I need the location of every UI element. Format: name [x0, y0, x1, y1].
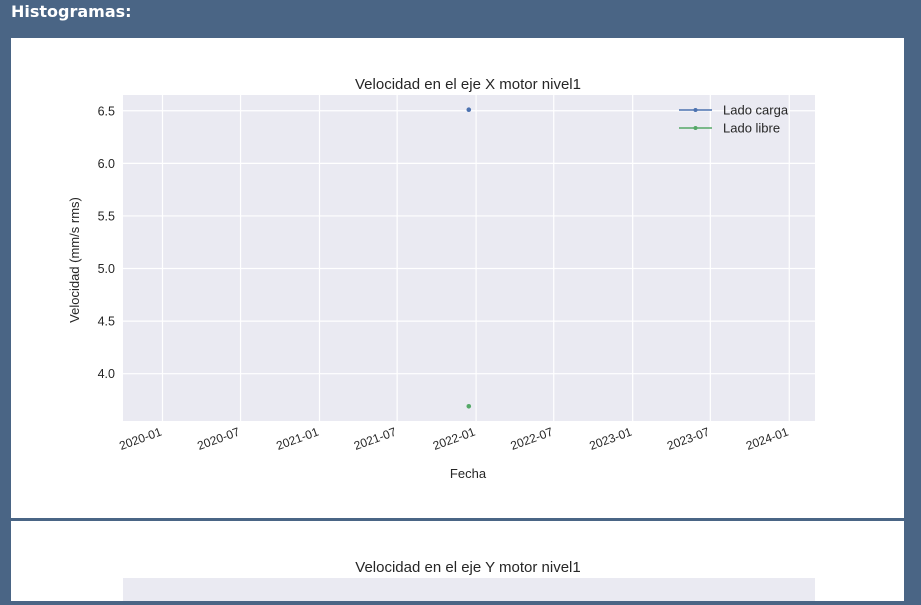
- x-tick-label: 2022-07: [509, 425, 555, 453]
- y-tick-label: 5.0: [98, 262, 115, 276]
- x-tick-label: 2020-01: [117, 425, 163, 453]
- x-tick-label: 2023-01: [588, 425, 634, 453]
- page-header: Histogramas:: [11, 2, 132, 21]
- y-tick-label: 4.0: [98, 367, 115, 381]
- chart-title: Velocidad en el eje X motor nivel1: [355, 76, 581, 93]
- legend-marker: [693, 108, 698, 112]
- chart-panel-x: Velocidad en el eje X motor nivel1 4.0 4.…: [11, 38, 904, 518]
- plot-area: [123, 95, 815, 421]
- x-tick-label: 2021-01: [274, 425, 320, 453]
- x-tick-label: 2024-01: [744, 425, 790, 453]
- legend-label: Lado carga: [723, 103, 789, 118]
- data-point: [466, 107, 472, 113]
- chart-x: Velocidad en el eje X motor nivel1 4.0 4.…: [67, 76, 815, 481]
- y-tick-label: 6.0: [98, 157, 115, 171]
- plot-area: [123, 578, 815, 605]
- legend: Lado carga Lado libre: [679, 103, 789, 136]
- legend-marker: [693, 126, 698, 130]
- y-tick-label: 4.5: [98, 315, 115, 329]
- data-point: [466, 403, 472, 409]
- x-tick-label: 2023-07: [665, 425, 711, 453]
- x-tick-label: 2022-01: [431, 425, 477, 453]
- x-tick-label: 2021-07: [352, 425, 398, 453]
- chart-panel-y: Velocidad en el eje Y motor nivel1: [11, 521, 904, 605]
- legend-label: Lado libre: [723, 121, 780, 136]
- y-tick-label: 5.5: [98, 209, 115, 223]
- x-tick-label: 2020-07: [195, 425, 241, 453]
- x-axis-label: Fecha: [450, 466, 487, 481]
- y-axis-label: Velocidad (mm/s rms): [67, 197, 82, 323]
- y-tick-label: 6.5: [98, 104, 115, 118]
- chart-y: Velocidad en el eje Y motor nivel1: [123, 559, 815, 605]
- chart-title: Velocidad en el eje Y motor nivel1: [355, 559, 580, 576]
